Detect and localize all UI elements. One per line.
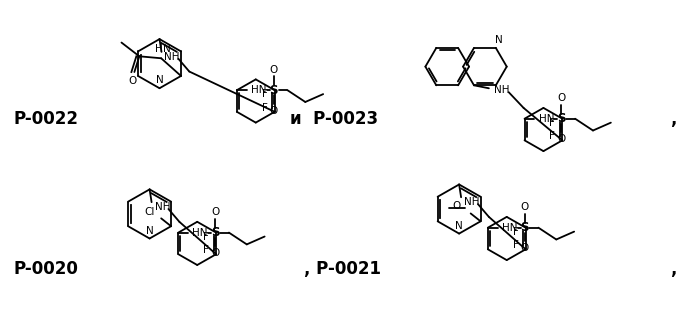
Text: O: O	[521, 202, 528, 212]
Text: S: S	[211, 226, 219, 239]
Text: O: O	[128, 76, 137, 86]
Text: F: F	[513, 240, 519, 250]
Text: Cl: Cl	[144, 207, 155, 217]
Text: F: F	[203, 245, 209, 255]
Text: , P-0021: , P-0021	[304, 259, 381, 277]
Text: и  P-0023: и P-0023	[290, 110, 378, 128]
Text: F: F	[262, 89, 267, 99]
Text: NH: NH	[154, 202, 170, 212]
Text: O: O	[211, 207, 219, 217]
Text: NH: NH	[494, 85, 510, 95]
Text: F: F	[262, 103, 267, 113]
Text: N: N	[163, 44, 171, 54]
Text: F: F	[203, 231, 209, 242]
Text: P-0022: P-0022	[13, 110, 78, 128]
Text: N: N	[455, 221, 463, 231]
Text: F: F	[549, 118, 556, 128]
Text: O: O	[211, 248, 219, 258]
Text: S: S	[557, 112, 565, 125]
Text: NH: NH	[464, 197, 480, 207]
Text: O: O	[557, 134, 565, 144]
Text: HN: HN	[502, 223, 517, 233]
Text: F: F	[549, 132, 556, 142]
Text: ,: ,	[669, 259, 676, 277]
Text: P-0020: P-0020	[13, 259, 78, 277]
Text: NH: NH	[165, 52, 180, 62]
Text: O: O	[269, 106, 278, 116]
Text: O: O	[521, 243, 528, 253]
Text: S: S	[269, 84, 278, 97]
Text: HN: HN	[539, 114, 554, 124]
Text: N: N	[495, 35, 503, 45]
Text: ,: ,	[669, 110, 676, 128]
Text: N: N	[156, 75, 163, 85]
Text: N: N	[146, 226, 154, 236]
Text: O: O	[269, 65, 278, 75]
Text: HN: HN	[251, 85, 267, 95]
Text: O: O	[452, 201, 461, 211]
Text: O: O	[557, 93, 565, 103]
Text: HN: HN	[193, 228, 208, 238]
Text: F: F	[513, 227, 519, 237]
Text: S: S	[520, 221, 529, 234]
Text: H: H	[155, 44, 163, 54]
